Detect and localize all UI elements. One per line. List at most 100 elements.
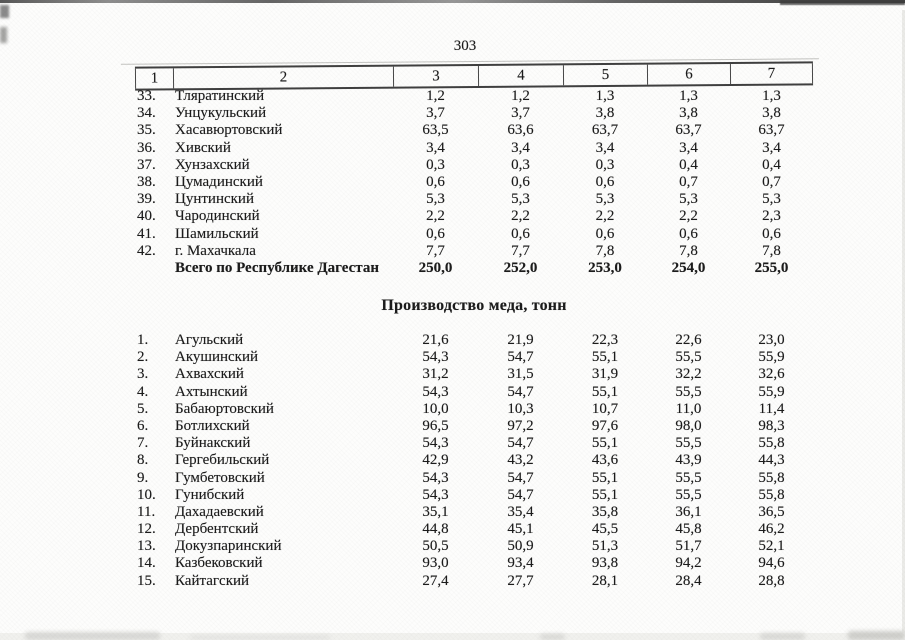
value-cell: 97,6 <box>591 417 619 434</box>
value-cell: 2,2 <box>595 208 615 225</box>
table-row: 15. Кайтагский 27,4 27,7 28,1 28,4 28,8 <box>135 573 813 590</box>
row-number: 15. <box>137 572 156 589</box>
value-cell: 0,6 <box>762 225 781 242</box>
value-cell: 5,3 <box>511 191 530 208</box>
column-header: 1 <box>134 68 174 89</box>
total-value: 250,0 <box>418 260 453 276</box>
value-cell: 11,4 <box>758 400 785 417</box>
value-cell: 3,8 <box>595 105 615 122</box>
value-cell: 35,8 <box>591 503 619 520</box>
value-cell: 63,7 <box>591 122 619 139</box>
value-cell: 36,1 <box>675 503 702 520</box>
row-number: 8. <box>137 452 149 469</box>
table-row: 8. Гергебильский 42,9 43,2 43,6 43,9 44,… <box>135 452 813 469</box>
value-cell: 1,3 <box>595 88 615 104</box>
row-number: 14. <box>137 555 156 572</box>
value-cell: 3,8 <box>762 105 781 122</box>
row-number: 42. <box>137 242 156 259</box>
value-cell: 28,1 <box>591 572 619 589</box>
scan-smudge <box>760 633 805 640</box>
value-cell: 0,6 <box>511 225 530 242</box>
value-cell: 21,9 <box>507 332 534 348</box>
value-cell: 7,7 <box>426 242 445 259</box>
districts-table-upper: 33. Тляратинский 1,2 1,2 1,3 1,3 1,3 34.… <box>135 88 813 260</box>
table-row: 1. Агульский 21,6 21,9 22,3 22,6 23,0 <box>135 332 813 349</box>
value-cell: 54,3 <box>422 469 449 486</box>
value-cell: 54,3 <box>422 486 449 503</box>
table-row: 39. Цунтинский 5,3 5,3 5,3 5,3 5,3 <box>135 191 813 208</box>
value-cell: 31,9 <box>591 366 619 383</box>
scan-mark-top-left-1 <box>0 5 9 18</box>
row-number: 6. <box>137 417 149 434</box>
value-cell: 94,6 <box>758 555 785 572</box>
value-cell: 36,5 <box>758 503 785 520</box>
row-number: 41. <box>137 225 156 242</box>
value-cell: 27,4 <box>422 572 449 589</box>
district-name: Дербентский <box>175 521 259 538</box>
value-cell: 3,8 <box>679 105 698 122</box>
table-row: 35. Хасавюртовский 63,5 63,6 63,7 63,7 6… <box>135 122 813 139</box>
value-cell: 3,4 <box>426 139 445 156</box>
value-cell: 3,7 <box>511 105 530 122</box>
value-cell: 55,8 <box>758 486 785 503</box>
value-cell: 98,3 <box>758 417 785 434</box>
value-cell: 5,3 <box>426 191 445 208</box>
district-name: Цунтинский <box>175 191 254 208</box>
value-cell: 0,3 <box>511 156 530 173</box>
value-cell: 0,6 <box>595 225 615 242</box>
total-value: 255,0 <box>754 260 789 276</box>
row-number: 11. <box>137 503 156 520</box>
value-cell: 27,7 <box>507 572 534 589</box>
row-number: 10. <box>137 486 156 503</box>
value-cell: 2,2 <box>426 208 445 225</box>
district-name: Гунибский <box>175 486 245 503</box>
value-cell: 55,5 <box>675 435 702 452</box>
value-cell: 3,7 <box>426 105 445 122</box>
table-row: 9. Гумбетовский 54,3 54,7 55,1 55,5 55,8 <box>135 470 813 487</box>
table-row: 38. Цумадинский 0,6 0,6 0,6 0,7 0,7 <box>135 174 813 191</box>
value-cell: 55,5 <box>675 469 702 486</box>
value-cell: 10,7 <box>591 400 619 417</box>
table-row: 4. Ахтынский 54,3 54,7 55,1 55,5 55,9 <box>135 384 813 401</box>
value-cell: 0,6 <box>679 225 698 242</box>
value-cell: 0,6 <box>595 173 615 190</box>
value-cell: 2,3 <box>762 208 781 225</box>
value-cell: 32,2 <box>675 366 702 383</box>
district-name: Гергебильский <box>175 452 270 469</box>
district-name: Гумбетовский <box>175 469 265 486</box>
value-cell: 46,2 <box>758 521 785 538</box>
row-number: 13. <box>137 538 156 555</box>
value-cell: 63,6 <box>507 122 534 139</box>
table-row: 12. Дербентский 44,8 45,1 45,5 45,8 46,2 <box>135 521 813 538</box>
district-name: Казбековский <box>175 555 263 572</box>
value-cell: 51,7 <box>675 538 702 555</box>
value-cell: 23,0 <box>758 332 785 348</box>
table-row: 14. Казбековский 93,0 93,4 93,8 94,2 94,… <box>135 555 813 572</box>
district-name: Ахтынский <box>175 383 248 400</box>
row-number: 5. <box>137 400 149 417</box>
value-cell: 44,3 <box>758 452 785 469</box>
row-number: 2. <box>137 349 149 366</box>
scan-mark-top-right <box>780 0 905 5</box>
value-cell: 1,2 <box>511 88 530 104</box>
row-number: 36. <box>137 139 156 156</box>
value-cell: 63,7 <box>758 122 785 139</box>
value-cell: 55,8 <box>758 469 785 486</box>
value-cell: 55,1 <box>591 435 619 452</box>
value-cell: 44,8 <box>422 521 449 538</box>
district-name: г. Махачкала <box>175 242 256 259</box>
value-cell: 54,7 <box>507 349 534 366</box>
district-name: Унцукульский <box>175 105 267 122</box>
value-cell: 7,8 <box>762 242 781 259</box>
value-cell: 54,3 <box>422 349 449 366</box>
value-cell: 10,0 <box>422 400 449 417</box>
column-header: 6 <box>646 63 731 85</box>
value-cell: 50,5 <box>422 538 449 555</box>
value-cell: 54,7 <box>507 486 534 503</box>
column-header: 5 <box>562 64 648 86</box>
row-number: 35. <box>137 122 156 139</box>
value-cell: 42,9 <box>422 452 449 469</box>
value-cell: 1,3 <box>762 88 781 104</box>
row-number: 7. <box>137 435 149 452</box>
